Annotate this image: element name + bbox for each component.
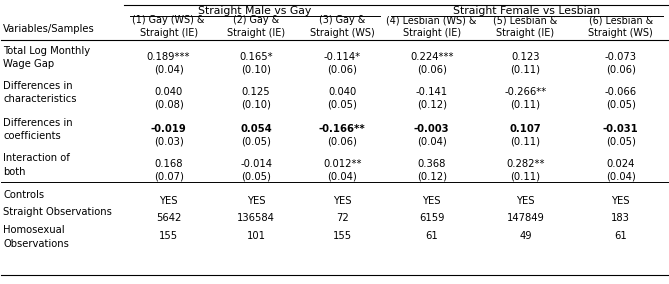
Text: -0.003: -0.003 — [414, 124, 450, 134]
Text: (6) Lesbian &
Straight (WS): (6) Lesbian & Straight (WS) — [588, 16, 653, 38]
Text: 0.368: 0.368 — [417, 159, 446, 169]
Text: Straight Observations: Straight Observations — [3, 207, 112, 217]
Text: (0.11): (0.11) — [510, 64, 541, 74]
Text: Straight Male vs Gay: Straight Male vs Gay — [198, 6, 311, 16]
Text: (0.04): (0.04) — [327, 172, 357, 182]
Text: (0.06): (0.06) — [605, 64, 636, 74]
Text: 155: 155 — [332, 231, 352, 241]
Text: Differences in
characteristics: Differences in characteristics — [3, 81, 77, 105]
Text: -0.066: -0.066 — [605, 87, 637, 97]
Text: -0.019: -0.019 — [151, 124, 187, 134]
Text: -0.114*: -0.114* — [324, 52, 361, 62]
Text: (0.04): (0.04) — [154, 64, 183, 74]
Text: 0.189***: 0.189*** — [147, 52, 191, 62]
Text: (0.03): (0.03) — [154, 136, 183, 146]
Text: 0.165*: 0.165* — [240, 52, 273, 62]
Text: 136584: 136584 — [237, 213, 275, 223]
Text: YES: YES — [159, 196, 178, 206]
Text: Straight Female vs Lesbian: Straight Female vs Lesbian — [453, 6, 600, 16]
Text: 183: 183 — [611, 213, 630, 223]
Text: YES: YES — [422, 196, 441, 206]
Text: Total Log Monthly
Wage Gap: Total Log Monthly Wage Gap — [3, 46, 90, 69]
Text: (0.12): (0.12) — [417, 172, 447, 182]
Text: -0.073: -0.073 — [605, 52, 637, 62]
Text: 0.107: 0.107 — [510, 124, 541, 134]
Text: -0.266**: -0.266** — [504, 87, 547, 97]
Text: 0.024: 0.024 — [606, 159, 635, 169]
Text: 0.168: 0.168 — [155, 159, 183, 169]
Text: (0.06): (0.06) — [327, 136, 357, 146]
Text: 101: 101 — [247, 231, 266, 241]
Text: Homosexual
Observations: Homosexual Observations — [3, 225, 69, 248]
Text: YES: YES — [516, 196, 535, 206]
Text: YES: YES — [333, 196, 351, 206]
Text: (0.06): (0.06) — [327, 64, 357, 74]
Text: 0.224***: 0.224*** — [410, 52, 454, 62]
Text: Interaction of
both: Interaction of both — [3, 153, 70, 176]
Text: (0.07): (0.07) — [154, 172, 183, 182]
Text: (0.05): (0.05) — [605, 136, 636, 146]
Text: Controls: Controls — [3, 190, 45, 200]
Text: (2) Gay &
Straight (IE): (2) Gay & Straight (IE) — [227, 16, 285, 38]
Text: (1) Gay (WS) &
Straight (IE): (1) Gay (WS) & Straight (IE) — [132, 16, 205, 38]
Text: (0.10): (0.10) — [241, 100, 271, 110]
Text: (0.04): (0.04) — [417, 136, 446, 146]
Text: (0.08): (0.08) — [154, 100, 183, 110]
Text: Differences in
coefficients: Differences in coefficients — [3, 118, 73, 141]
Text: (0.05): (0.05) — [327, 100, 357, 110]
Text: (0.06): (0.06) — [417, 64, 447, 74]
Text: 5642: 5642 — [156, 213, 181, 223]
Text: 0.040: 0.040 — [155, 87, 183, 97]
Text: 147849: 147849 — [506, 213, 545, 223]
Text: (0.10): (0.10) — [241, 64, 271, 74]
Text: 0.125: 0.125 — [242, 87, 270, 97]
Text: -0.141: -0.141 — [415, 87, 448, 97]
Text: (0.05): (0.05) — [241, 172, 271, 182]
Text: 0.054: 0.054 — [240, 124, 272, 134]
Text: (3) Gay &
Straight (WS): (3) Gay & Straight (WS) — [310, 16, 375, 38]
Text: 72: 72 — [336, 213, 349, 223]
Text: YES: YES — [247, 196, 266, 206]
Text: 6159: 6159 — [419, 213, 444, 223]
Text: 0.282**: 0.282** — [506, 159, 545, 169]
Text: (0.05): (0.05) — [241, 136, 271, 146]
Text: (5) Lesbian &
Straight (IE): (5) Lesbian & Straight (IE) — [493, 16, 557, 38]
Text: (0.12): (0.12) — [417, 100, 447, 110]
Text: -0.014: -0.014 — [240, 159, 272, 169]
Text: (0.04): (0.04) — [605, 172, 636, 182]
Text: (0.11): (0.11) — [510, 136, 541, 146]
Text: 61: 61 — [425, 231, 438, 241]
Text: (0.11): (0.11) — [510, 172, 541, 182]
Text: YES: YES — [611, 196, 630, 206]
Text: -0.166**: -0.166** — [319, 124, 365, 134]
Text: 155: 155 — [159, 231, 178, 241]
Text: 0.012**: 0.012** — [323, 159, 361, 169]
Text: (4) Lesbian (WS) &
Straight (IE): (4) Lesbian (WS) & Straight (IE) — [387, 16, 477, 38]
Text: (0.11): (0.11) — [510, 100, 541, 110]
Text: 0.123: 0.123 — [511, 52, 540, 62]
Text: -0.031: -0.031 — [603, 124, 638, 134]
Text: 0.040: 0.040 — [328, 87, 357, 97]
Text: 61: 61 — [614, 231, 627, 241]
Text: (0.05): (0.05) — [605, 100, 636, 110]
Text: 49: 49 — [519, 231, 532, 241]
Text: Variables/Samples: Variables/Samples — [3, 24, 95, 34]
